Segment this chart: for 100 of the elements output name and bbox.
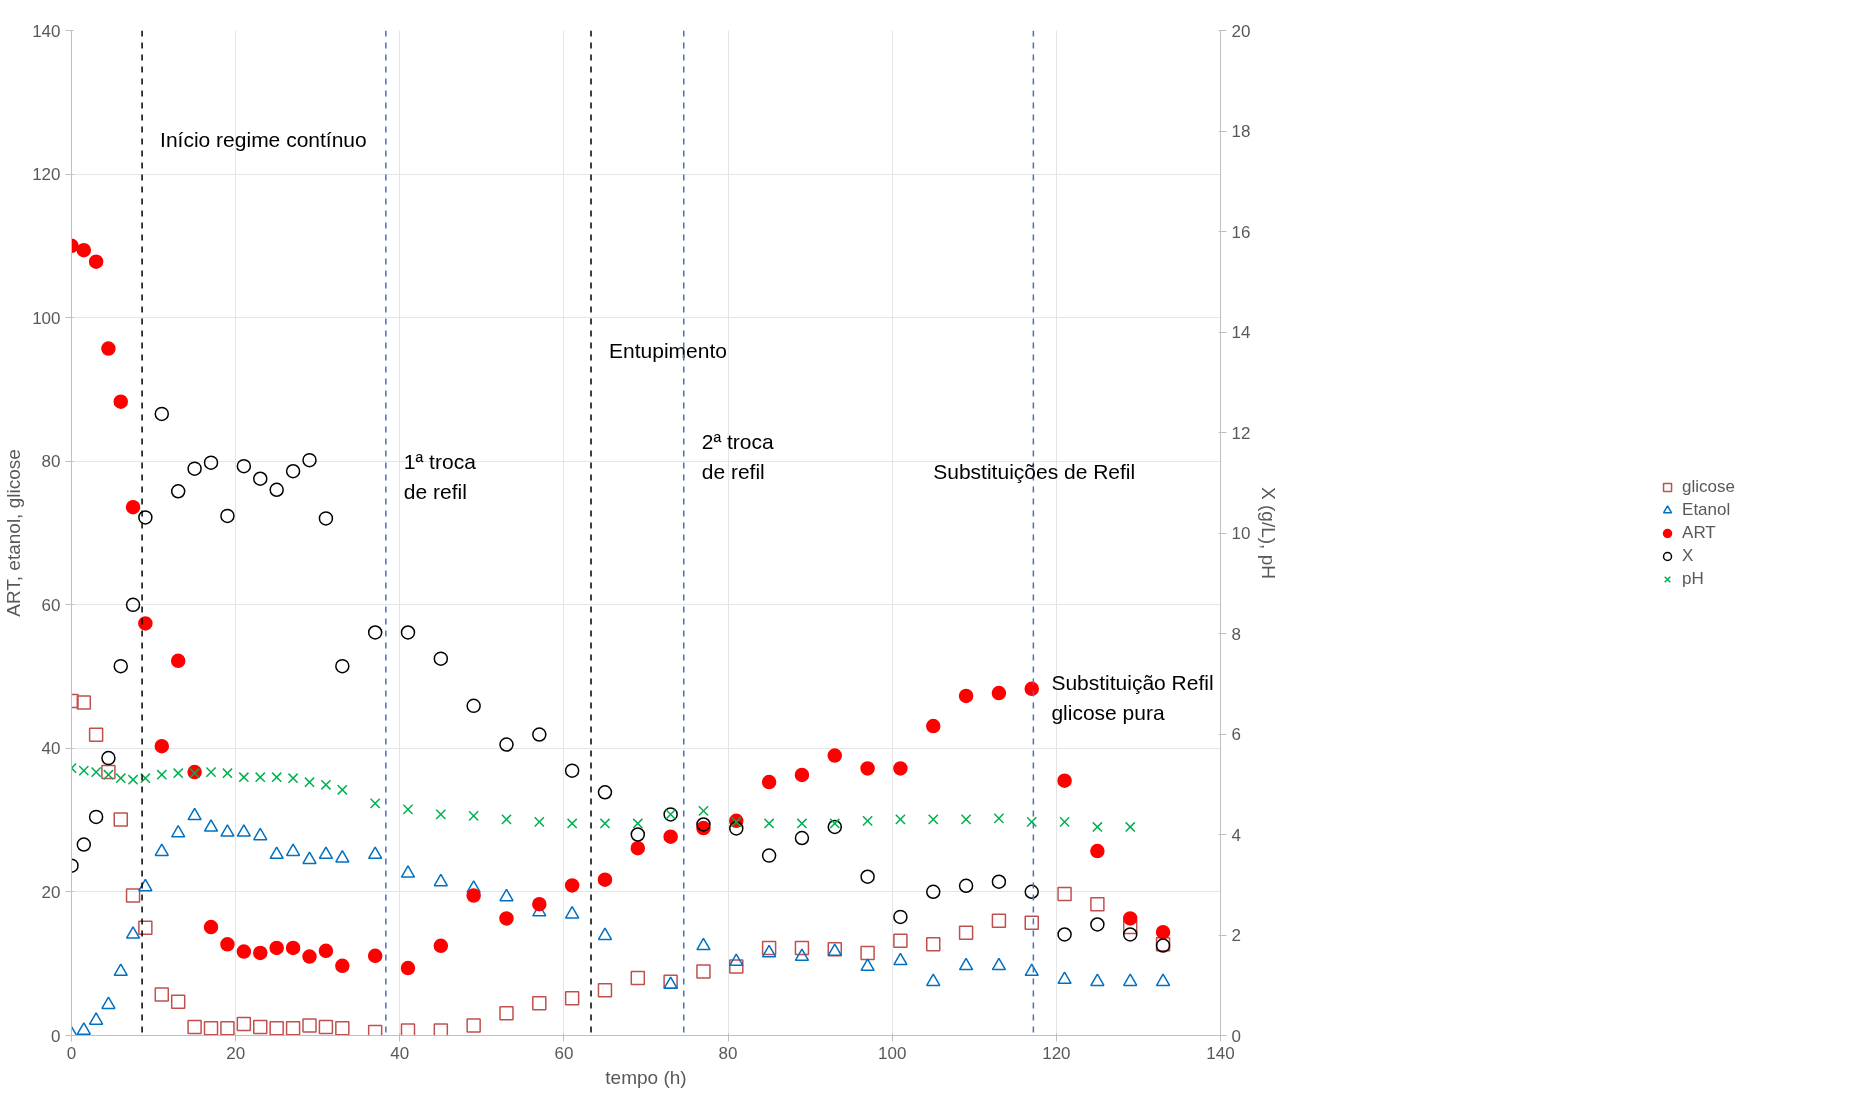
point — [138, 878, 153, 892]
point — [1057, 773, 1072, 788]
point — [499, 888, 514, 902]
point — [1122, 911, 1138, 926]
y-tick-label: 100 — [32, 308, 61, 328]
point — [318, 1019, 334, 1035]
point — [761, 940, 777, 956]
ref-line-label: 1ª troca de refil — [403, 449, 477, 503]
point — [318, 511, 334, 526]
point — [125, 597, 141, 613]
y-tick-label: 80 — [41, 452, 61, 472]
point — [958, 878, 974, 893]
point — [76, 242, 92, 258]
point — [1057, 971, 1072, 985]
point — [829, 818, 841, 829]
point — [367, 846, 383, 860]
point — [101, 996, 116, 1010]
x-tick-label: 60 — [554, 1043, 574, 1063]
point — [1124, 821, 1136, 833]
point — [860, 945, 875, 961]
point — [630, 827, 646, 842]
point — [318, 846, 334, 860]
y-tick-label: 0 — [51, 1026, 61, 1046]
point — [794, 948, 810, 962]
point — [254, 771, 266, 783]
point — [435, 809, 447, 820]
point — [761, 774, 777, 790]
point — [597, 983, 613, 998]
y2-tick-label: 14 — [1231, 323, 1251, 342]
point — [1059, 816, 1070, 828]
point — [88, 254, 104, 269]
point — [367, 1024, 383, 1036]
point — [564, 763, 580, 778]
point — [269, 846, 284, 860]
point — [893, 933, 908, 948]
point — [269, 1021, 284, 1036]
point — [991, 957, 1007, 971]
point — [630, 970, 646, 986]
point — [794, 940, 810, 956]
point — [729, 959, 744, 974]
point — [287, 772, 299, 784]
point — [367, 948, 383, 964]
point — [302, 452, 317, 468]
point — [236, 1016, 252, 1032]
point — [433, 938, 449, 954]
point — [468, 810, 479, 822]
point — [220, 937, 235, 952]
point — [253, 945, 268, 961]
point — [1024, 884, 1039, 900]
point — [88, 1012, 104, 1025]
point — [400, 1023, 416, 1036]
point — [203, 819, 219, 832]
point — [172, 767, 184, 779]
point — [76, 837, 92, 852]
point — [170, 824, 186, 838]
point — [1092, 821, 1103, 833]
point — [1057, 886, 1072, 902]
point — [170, 994, 186, 1010]
point — [113, 963, 128, 977]
point — [367, 625, 383, 640]
point — [860, 958, 875, 972]
point — [1026, 816, 1038, 828]
point — [1024, 915, 1039, 931]
point — [138, 616, 153, 631]
point — [630, 840, 646, 856]
point — [729, 953, 744, 967]
point — [893, 952, 908, 966]
y-tick-label: 60 — [41, 595, 61, 615]
point — [88, 727, 104, 742]
point — [205, 766, 217, 778]
point — [433, 1023, 449, 1036]
y2-tick-label: 2 — [1231, 926, 1241, 945]
point — [827, 819, 843, 835]
point — [335, 1021, 350, 1036]
y-tick-label: 20 — [41, 882, 61, 902]
point — [302, 949, 317, 964]
point — [203, 919, 219, 935]
point — [860, 761, 875, 776]
point — [696, 817, 711, 832]
point — [88, 809, 104, 825]
y2-tick-label: 6 — [1231, 725, 1241, 744]
point — [1122, 919, 1138, 935]
point — [1057, 927, 1072, 942]
point — [926, 884, 941, 900]
y2-tick-label: 20 — [1231, 21, 1251, 41]
point — [238, 771, 250, 783]
point — [927, 814, 939, 825]
point — [76, 1022, 92, 1035]
point — [125, 926, 141, 939]
point — [663, 829, 678, 844]
y-tick-label: 120 — [32, 165, 61, 185]
point — [993, 813, 1005, 824]
legend-label: Etanol — [1682, 499, 1731, 520]
point — [926, 718, 941, 734]
point — [599, 818, 611, 829]
point — [729, 821, 744, 836]
point — [991, 685, 1007, 701]
point — [170, 484, 186, 499]
point — [113, 394, 128, 409]
x-tick-label: 40 — [390, 1043, 410, 1063]
